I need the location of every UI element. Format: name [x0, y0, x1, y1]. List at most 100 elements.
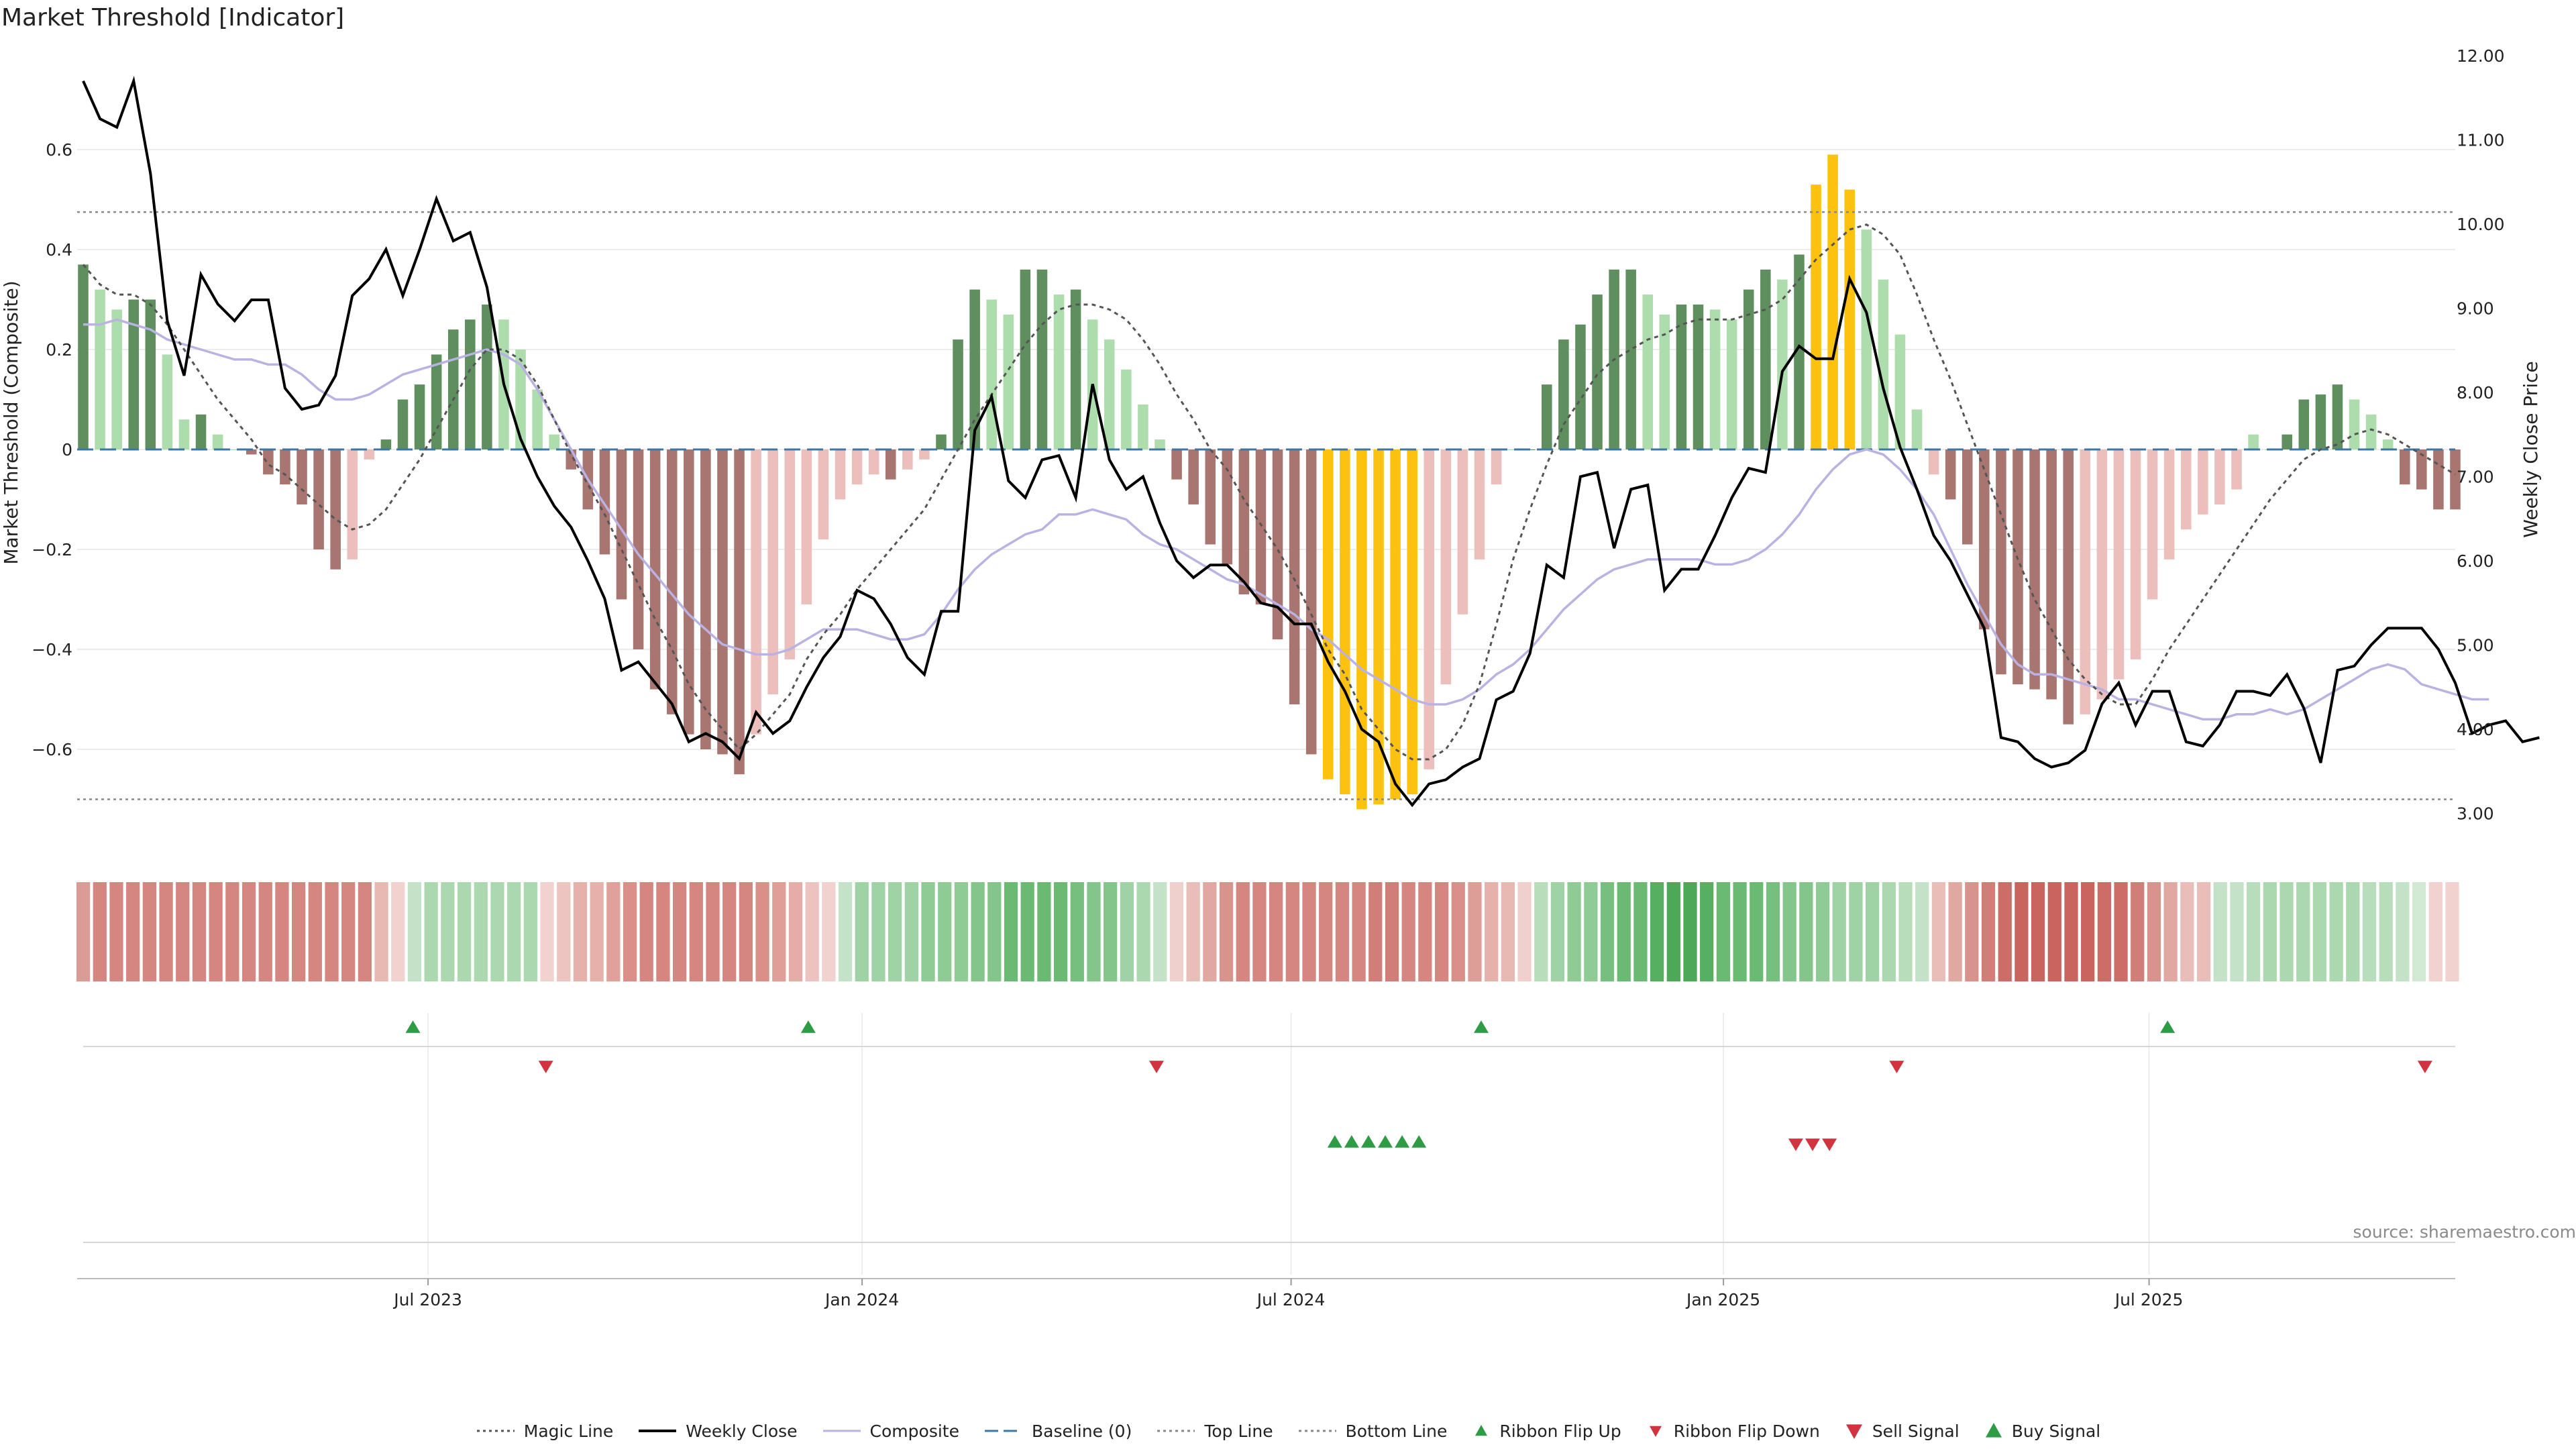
- sell-signal-marker: [1822, 1138, 1837, 1151]
- ribbon-cell: [606, 882, 621, 981]
- ribbon-cell: [2097, 882, 2111, 981]
- composite-bar: [2298, 399, 2310, 449]
- ribbon-cell: [474, 882, 488, 981]
- ribbon-cell: [590, 882, 604, 981]
- ribbon-cell: [1633, 882, 1648, 981]
- ribbon-cell: [2379, 882, 2393, 981]
- ribbon-cell: [1750, 882, 1764, 981]
- composite-bar: [1138, 404, 1148, 449]
- ribbon-cell: [1866, 882, 1880, 981]
- ribbon-cell: [921, 882, 935, 981]
- ribbon-cell: [308, 882, 322, 981]
- composite-bar: [2349, 399, 2360, 449]
- ribbon-cell: [1617, 882, 1631, 981]
- ribbon-cell: [126, 882, 140, 981]
- composite-bar: [447, 329, 459, 449]
- ribbon-cell: [2131, 882, 2145, 981]
- sell-signal-marker: [1805, 1138, 1821, 1151]
- composite-bar: [684, 449, 694, 735]
- ribbon-cell: [1716, 882, 1731, 981]
- ribbon-cell: [159, 882, 173, 981]
- y2-tick-label: 9.00: [2457, 299, 2494, 319]
- ribbon-cell: [2346, 882, 2360, 981]
- ribbon-flip-up-marker: [2160, 1020, 2176, 1033]
- ribbon-cell: [2163, 882, 2178, 981]
- ribbon-cell: [954, 882, 969, 981]
- legend-item-baseline: Baseline (0): [983, 1421, 1132, 1441]
- composite-bar: [162, 354, 173, 449]
- dashed-line-icon: [984, 1430, 1022, 1432]
- ribbon-cell: [871, 882, 885, 981]
- legend-item-buy: Buy Signal: [1984, 1421, 2100, 1441]
- composite-bar: [1726, 319, 1737, 449]
- composite-bar: [2399, 449, 2410, 485]
- y2-tick-label: 10.00: [2457, 215, 2505, 234]
- composite-bar: [1592, 294, 1603, 449]
- ribbon-cell: [1004, 882, 1018, 981]
- ribbon-cell: [1567, 882, 1581, 981]
- legend-label: Magic Line: [523, 1421, 614, 1441]
- legend-item-flipup: Ribbon Flip Up: [1471, 1421, 1621, 1441]
- composite-bar: [297, 449, 307, 504]
- ribbon-cell: [109, 882, 123, 981]
- ribbon-cell: [93, 882, 107, 981]
- composite-bar: [1507, 449, 1519, 450]
- composite-bar: [784, 449, 796, 659]
- ribbon-cell: [1915, 882, 1929, 981]
- composite-bar: [919, 449, 930, 460]
- ribbon-cell: [1799, 882, 1813, 981]
- ribbon-cell: [241, 882, 256, 981]
- y-tick-label: −0.4: [32, 640, 72, 659]
- composite-bar: [2046, 449, 2057, 700]
- composite-bar: [734, 449, 745, 775]
- composite-bar: [397, 399, 409, 449]
- composite-bar: [616, 449, 627, 600]
- ribbon-cell: [888, 882, 902, 981]
- composite-bar: [2180, 449, 2192, 530]
- weekly-close-line: [82, 76, 2540, 808]
- composite-bar: [2198, 449, 2208, 515]
- composite-bar: [2012, 449, 2023, 685]
- legend-label: Baseline (0): [1031, 1421, 1132, 1441]
- composite-bar: [1070, 289, 1081, 449]
- composite-bar: [280, 449, 290, 485]
- composite-line: [83, 318, 2489, 721]
- ribbon-cell: [1815, 882, 1830, 981]
- ribbon-cell: [1319, 882, 1333, 981]
- ribbon-cell: [1965, 882, 1979, 981]
- ribbon-cell: [1849, 882, 1863, 981]
- ribbon-cell: [623, 882, 637, 981]
- ribbon-cell: [292, 882, 306, 981]
- buy-signal-marker: [1327, 1135, 1342, 1148]
- ribbon-cell: [2147, 882, 2161, 981]
- ribbon-cell: [1418, 882, 1432, 981]
- y-tick-label: 0.4: [46, 240, 72, 260]
- y-tick-label: −0.6: [32, 740, 72, 759]
- ribbon-cell: [1203, 882, 1217, 981]
- composite-bar: [986, 299, 997, 449]
- legend-item-composite: Composite: [822, 1421, 959, 1441]
- ribbon-cell: [1104, 882, 1118, 981]
- ribbon-cell: [2312, 882, 2327, 981]
- composite-bar: [953, 339, 963, 449]
- composite-bar: [1625, 269, 1636, 449]
- y-tick-label: 0: [62, 440, 72, 460]
- ribbon-flip-up-marker: [1473, 1020, 1489, 1033]
- ribbon-cell: [1285, 882, 1299, 981]
- ribbon-cell: [822, 882, 836, 981]
- composite-bar: [2147, 449, 2158, 600]
- ribbon-flip-down-marker: [1889, 1061, 1904, 1073]
- ribbon-cell: [1782, 882, 1796, 981]
- legend-item-sell: Sell Signal: [1844, 1421, 1960, 1441]
- composite-bar: [1777, 279, 1788, 449]
- composite-bar: [2231, 449, 2242, 490]
- composite-bar: [313, 449, 324, 549]
- ribbon-cell: [805, 882, 819, 981]
- legend-label: Top Line: [1204, 1421, 1273, 1441]
- composite-bar: [465, 319, 476, 449]
- y2-tick-label: 6.00: [2457, 551, 2494, 571]
- composite-bar: [2416, 449, 2427, 490]
- ribbon-flip-up-marker: [800, 1020, 816, 1033]
- composite-bar: [414, 384, 425, 449]
- ribbon-cell: [507, 882, 521, 981]
